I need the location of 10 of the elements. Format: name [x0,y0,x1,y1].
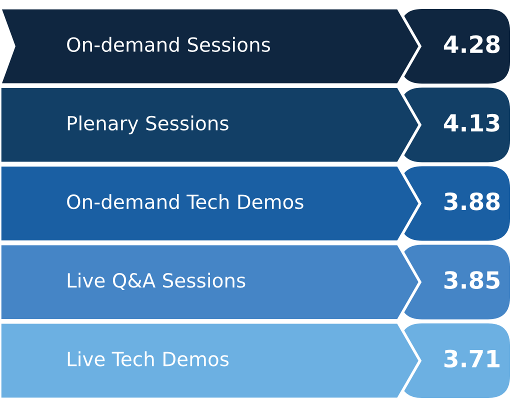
data-label: 3.88 [444,192,500,210]
category-label: On-demand Sessions [67,36,270,52]
category-label: Live Q&A Sessions [68,272,246,290]
data-label: 3.85 [444,271,500,289]
category-label: Live Tech Demos [68,351,229,366]
category-label: Plenary Sessions [68,115,228,134]
data-label: 4.13 [444,114,500,132]
data-label: 4.28 [444,35,500,54]
category-label: On-demand Tech Demos [67,194,304,210]
data-label: 3.71 [444,350,500,368]
